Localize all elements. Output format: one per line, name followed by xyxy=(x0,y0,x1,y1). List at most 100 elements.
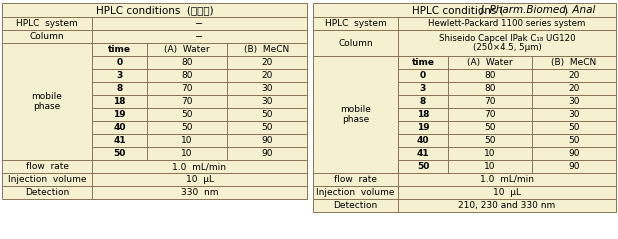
Bar xyxy=(398,95,616,108)
Bar xyxy=(92,56,307,69)
Bar xyxy=(398,56,616,69)
Bar xyxy=(398,134,616,147)
Text: (A)  Water: (A) Water xyxy=(164,45,210,54)
Text: HPLC conditions  (공정서): HPLC conditions (공정서) xyxy=(96,5,213,15)
Bar xyxy=(2,186,307,199)
Bar xyxy=(398,160,616,173)
Bar xyxy=(92,121,307,134)
Text: 8: 8 xyxy=(116,84,122,93)
Bar xyxy=(313,186,616,199)
Text: 10: 10 xyxy=(485,162,496,171)
Bar xyxy=(313,30,616,56)
Bar xyxy=(2,17,307,30)
Bar xyxy=(398,121,616,134)
Bar xyxy=(2,43,92,160)
Text: 20: 20 xyxy=(261,71,273,80)
Bar xyxy=(92,108,307,121)
Text: HPLC  system: HPLC system xyxy=(16,19,78,28)
Text: 30: 30 xyxy=(568,110,580,119)
Text: 8: 8 xyxy=(420,97,426,106)
Bar xyxy=(92,69,307,82)
Bar xyxy=(398,147,616,160)
Text: ): ) xyxy=(564,5,567,15)
Text: 50: 50 xyxy=(568,136,580,145)
Text: 3: 3 xyxy=(116,71,122,80)
Text: 50: 50 xyxy=(113,149,125,158)
Text: 70: 70 xyxy=(485,97,496,106)
Text: phase: phase xyxy=(342,115,369,124)
Text: Column: Column xyxy=(30,32,64,41)
Text: 330  nm: 330 nm xyxy=(180,188,218,197)
Text: (A)  Water: (A) Water xyxy=(467,58,513,67)
Text: 1.0  mL/min: 1.0 mL/min xyxy=(172,162,227,171)
Text: 50: 50 xyxy=(485,136,496,145)
Text: 0: 0 xyxy=(116,58,122,67)
Bar xyxy=(313,56,398,173)
Bar xyxy=(92,95,307,108)
Text: Injection  volume: Injection volume xyxy=(316,188,395,197)
Text: HPLC  system: HPLC system xyxy=(324,19,386,28)
Text: 20: 20 xyxy=(569,71,580,80)
Text: Hewlett-Packard 1100 series system: Hewlett-Packard 1100 series system xyxy=(428,19,586,28)
Bar xyxy=(313,17,616,30)
Text: 50: 50 xyxy=(417,162,429,171)
Text: Detection: Detection xyxy=(333,201,378,210)
Bar xyxy=(92,82,307,95)
Text: 30: 30 xyxy=(261,97,273,106)
Text: 10  μL: 10 μL xyxy=(493,188,521,197)
Bar xyxy=(398,69,616,82)
Text: Column: Column xyxy=(338,38,373,48)
Text: −: − xyxy=(195,32,203,42)
Bar xyxy=(92,43,307,56)
Bar xyxy=(2,3,307,17)
Text: 80: 80 xyxy=(181,71,193,80)
Bar xyxy=(398,82,616,95)
Text: 20: 20 xyxy=(569,84,580,93)
Text: 50: 50 xyxy=(181,110,193,119)
Text: 18: 18 xyxy=(417,110,430,119)
Text: 41: 41 xyxy=(417,149,430,158)
Bar xyxy=(2,30,307,43)
Text: 10: 10 xyxy=(485,149,496,158)
Text: HPLC conditions (J. Pharm.Biomed. Anal): HPLC conditions (J. Pharm.Biomed. Anal) xyxy=(359,5,570,15)
Text: 90: 90 xyxy=(568,162,580,171)
Text: Shiseido Capcel IPak C₁₈ UG120: Shiseido Capcel IPak C₁₈ UG120 xyxy=(439,34,575,43)
Text: 50: 50 xyxy=(261,123,273,132)
Text: 80: 80 xyxy=(485,84,496,93)
Text: 90: 90 xyxy=(568,149,580,158)
Text: (B)  MeCN: (B) MeCN xyxy=(551,58,596,67)
Text: 19: 19 xyxy=(417,123,430,132)
Text: Detection: Detection xyxy=(25,188,69,197)
Text: 20: 20 xyxy=(261,58,273,67)
Text: 10: 10 xyxy=(181,136,193,145)
Text: 40: 40 xyxy=(417,136,430,145)
Text: 50: 50 xyxy=(568,123,580,132)
Bar xyxy=(92,134,307,147)
Text: J. Pharm.Biomed. Anal: J. Pharm.Biomed. Anal xyxy=(481,5,596,15)
Text: time: time xyxy=(412,58,434,67)
Text: −: − xyxy=(195,18,203,28)
Text: 90: 90 xyxy=(261,136,273,145)
Text: 10: 10 xyxy=(181,149,193,158)
Text: 10  μL: 10 μL xyxy=(185,175,213,184)
Text: 50: 50 xyxy=(181,123,193,132)
Text: 210, 230 and 330 nm: 210, 230 and 330 nm xyxy=(459,201,556,210)
Text: 0: 0 xyxy=(420,71,426,80)
Bar xyxy=(313,199,616,212)
Text: 50: 50 xyxy=(485,123,496,132)
Text: flow  rate: flow rate xyxy=(334,175,377,184)
Text: 80: 80 xyxy=(485,71,496,80)
Bar xyxy=(313,3,616,17)
Text: 90: 90 xyxy=(261,149,273,158)
Text: 70: 70 xyxy=(181,84,193,93)
Text: 70: 70 xyxy=(181,97,193,106)
Text: phase: phase xyxy=(33,102,61,111)
Text: 18: 18 xyxy=(113,97,125,106)
Bar xyxy=(2,160,307,173)
Text: 70: 70 xyxy=(485,110,496,119)
Text: 80: 80 xyxy=(181,58,193,67)
Text: (250×4.5, 5μm): (250×4.5, 5μm) xyxy=(473,43,541,52)
Text: 41: 41 xyxy=(113,136,126,145)
Text: mobile: mobile xyxy=(340,105,371,114)
Text: HPLC conditions (: HPLC conditions ( xyxy=(412,5,504,15)
